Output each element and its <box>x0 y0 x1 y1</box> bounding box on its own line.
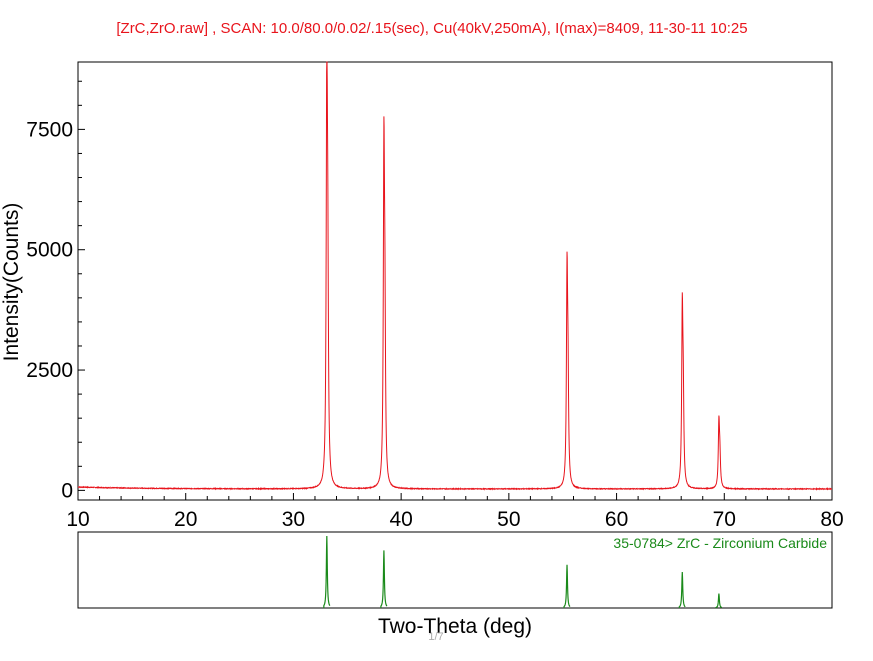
reference-peak <box>715 593 723 609</box>
diffraction-pattern-line <box>77 61 833 491</box>
x-tick-label: 60 <box>605 508 628 531</box>
reference-peaks <box>323 535 723 609</box>
x-tick-label: 50 <box>497 508 520 531</box>
page-number: 1/7 <box>428 631 443 643</box>
reference-peak <box>323 535 331 608</box>
x-tick-label: 20 <box>174 508 197 531</box>
chart-title: [ZrC,ZrO.raw] , SCAN: 10.0/80.0/0.02/.15… <box>116 20 747 37</box>
main-plot-frame <box>77 61 833 501</box>
reference-peak <box>563 564 571 609</box>
reference-panel-frame <box>77 531 833 609</box>
main-axes: 10 20 30 40 50 60 70 80 0 2500 5000 7500 <box>26 80 844 531</box>
x-tick-label: 10 <box>66 508 89 531</box>
reference-peak <box>678 571 686 609</box>
x-tick-label: 80 <box>820 508 843 531</box>
y-tick-label: 7500 <box>26 118 73 141</box>
x-tick-label: 70 <box>713 508 736 531</box>
y-tick-label: 2500 <box>26 359 73 382</box>
y-tick-label: 0 <box>61 479 73 502</box>
reference-label: 35-0784> ZrC - Zirconium Carbide <box>613 535 827 551</box>
y-tick-label: 5000 <box>26 239 73 262</box>
x-tick-label: 30 <box>282 508 305 531</box>
reference-peak <box>380 550 388 609</box>
x-tick-label: 40 <box>389 508 412 531</box>
y-axis-title: Intensity(Counts) <box>0 203 23 362</box>
x-axis-title: Two-Theta (deg) <box>378 615 532 638</box>
